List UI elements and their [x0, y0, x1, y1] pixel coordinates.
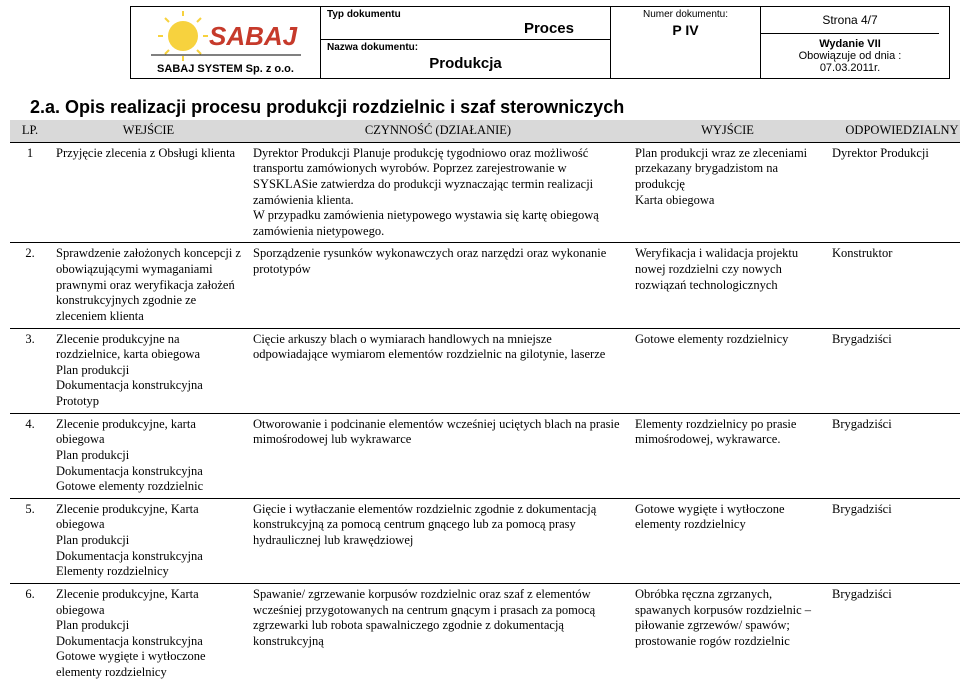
doc-type-label: Typ dokumentu	[327, 9, 604, 20]
page: SABAJ SABAJ SYSTEM Sp. z o.o. Typ dokume…	[0, 0, 960, 694]
process-table: LP. WEJŚCIE CZYNNOŚĆ (DZIAŁANIE) WYJŚCIE…	[10, 120, 960, 684]
cell-out: Gotowe wygięte i wytłoczone elementy roz…	[629, 498, 826, 583]
table-row: 2. Sprawdzenie założonych koncepcji z ob…	[10, 243, 960, 328]
section-heading: 2.a. Opis realizacji procesu produkcji r…	[30, 97, 950, 118]
table-row: 1 Przyjęcie zlecenia z Obsługi klienta D…	[10, 142, 960, 243]
cell-resp: Brygadziści	[826, 328, 960, 413]
cell-act: Otworowanie i podcinanie elementów wcześ…	[247, 413, 629, 498]
col-out-header: WYJŚCIE	[629, 120, 826, 142]
valid-from-label: Obowiązuje od dnia :	[765, 50, 935, 62]
header-logo-cell: SABAJ SABAJ SYSTEM Sp. z o.o.	[131, 7, 321, 78]
table-row: 3. Zlecenie produkcyjne na rozdzielnice,…	[10, 328, 960, 413]
cell-in: Zlecenie produkcyjne, karta obiegowaPlan…	[50, 413, 247, 498]
cell-lp: 5.	[10, 498, 50, 583]
cell-in: Sprawdzenie założonych koncepcji z obowi…	[50, 243, 247, 328]
header-right: Strona 4/7 Wydanie VII Obowiązuje od dni…	[761, 7, 939, 78]
cell-lp: 1	[10, 142, 50, 243]
cell-act: Dyrektor Produkcji Planuje produkcję tyg…	[247, 142, 629, 243]
cell-lp: 3.	[10, 328, 50, 413]
cell-resp: Brygadziści	[826, 413, 960, 498]
doc-number-label: Numer dokumentu:	[617, 9, 754, 20]
cell-out: Gotowe elementy rozdzielnicy	[629, 328, 826, 413]
cell-in: Zlecenie produkcyjne, Karta obiegowaPlan…	[50, 498, 247, 583]
cell-out: Plan produkcji wraz ze zleceniami przeka…	[629, 142, 826, 243]
doc-type-cell: Typ dokumentu Proces	[321, 7, 610, 40]
doc-name-value: Produkcja	[327, 55, 604, 76]
cell-in: Zlecenie produkcyjne, Karta obiegowaPlan…	[50, 583, 247, 683]
doc-type-value: Proces	[327, 20, 604, 37]
cell-out: Obróbka ręczna zgrzanych, spawanych korp…	[629, 583, 826, 683]
cell-resp: Konstruktor	[826, 243, 960, 328]
col-act-header: CZYNNOŚĆ (DZIAŁANIE)	[247, 120, 629, 142]
header-mid: Typ dokumentu Proces Nazwa dokumentu: Pr…	[321, 7, 611, 78]
edition-cell: Wydanie VII Obowiązuje od dnia : 07.03.2…	[761, 34, 939, 78]
cell-act: Spawanie/ zgrzewanie korpusów rozdzielni…	[247, 583, 629, 683]
cell-out: Elementy rozdzielnicy po prasie mimośrod…	[629, 413, 826, 498]
cell-in: Zlecenie produkcyjne na rozdzielnice, ka…	[50, 328, 247, 413]
table-row: 4. Zlecenie produkcyjne, karta obiegowaP…	[10, 413, 960, 498]
doc-number-cell: Numer dokumentu: P IV	[611, 7, 761, 78]
valid-from-value: 07.03.2011r.	[765, 62, 935, 74]
doc-name-cell: Nazwa dokumentu: Produkcja	[321, 40, 610, 78]
page-indicator: Strona 4/7	[761, 7, 939, 34]
table-header-row: LP. WEJŚCIE CZYNNOŚĆ (DZIAŁANIE) WYJŚCIE…	[10, 120, 960, 142]
col-lp-header: LP.	[10, 120, 50, 142]
company-logo-icon: SABAJ	[151, 11, 301, 61]
cell-act: Cięcie arkuszy blach o wymiarach handlow…	[247, 328, 629, 413]
cell-resp: Brygadziści	[826, 583, 960, 683]
svg-text:SABAJ: SABAJ	[209, 21, 298, 51]
cell-in: Przyjęcie zlecenia z Obsługi klienta	[50, 142, 247, 243]
table-row: 5. Zlecenie produkcyjne, Karta obiegowaP…	[10, 498, 960, 583]
company-name: SABAJ SYSTEM Sp. z o.o.	[157, 61, 294, 78]
cell-out: Weryfikacja i walidacja projektu nowej r…	[629, 243, 826, 328]
cell-lp: 2.	[10, 243, 50, 328]
doc-name-label: Nazwa dokumentu:	[327, 42, 604, 53]
cell-lp: 4.	[10, 413, 50, 498]
cell-act: Sporządzenie rysunków wykonawczych oraz …	[247, 243, 629, 328]
cell-resp: Dyrektor Produkcji	[826, 142, 960, 243]
cell-act: Gięcie i wytłaczanie elementów rozdzieln…	[247, 498, 629, 583]
document-header: SABAJ SABAJ SYSTEM Sp. z o.o. Typ dokume…	[130, 6, 950, 79]
col-in-header: WEJŚCIE	[50, 120, 247, 142]
edition: Wydanie VII	[765, 38, 935, 50]
table-row: 6. Zlecenie produkcyjne, Karta obiegowaP…	[10, 583, 960, 683]
doc-number-value: P IV	[617, 22, 754, 38]
col-resp-header: ODPOWIEDZIALNY	[826, 120, 960, 142]
cell-lp: 6.	[10, 583, 50, 683]
cell-resp: Brygadziści	[826, 498, 960, 583]
